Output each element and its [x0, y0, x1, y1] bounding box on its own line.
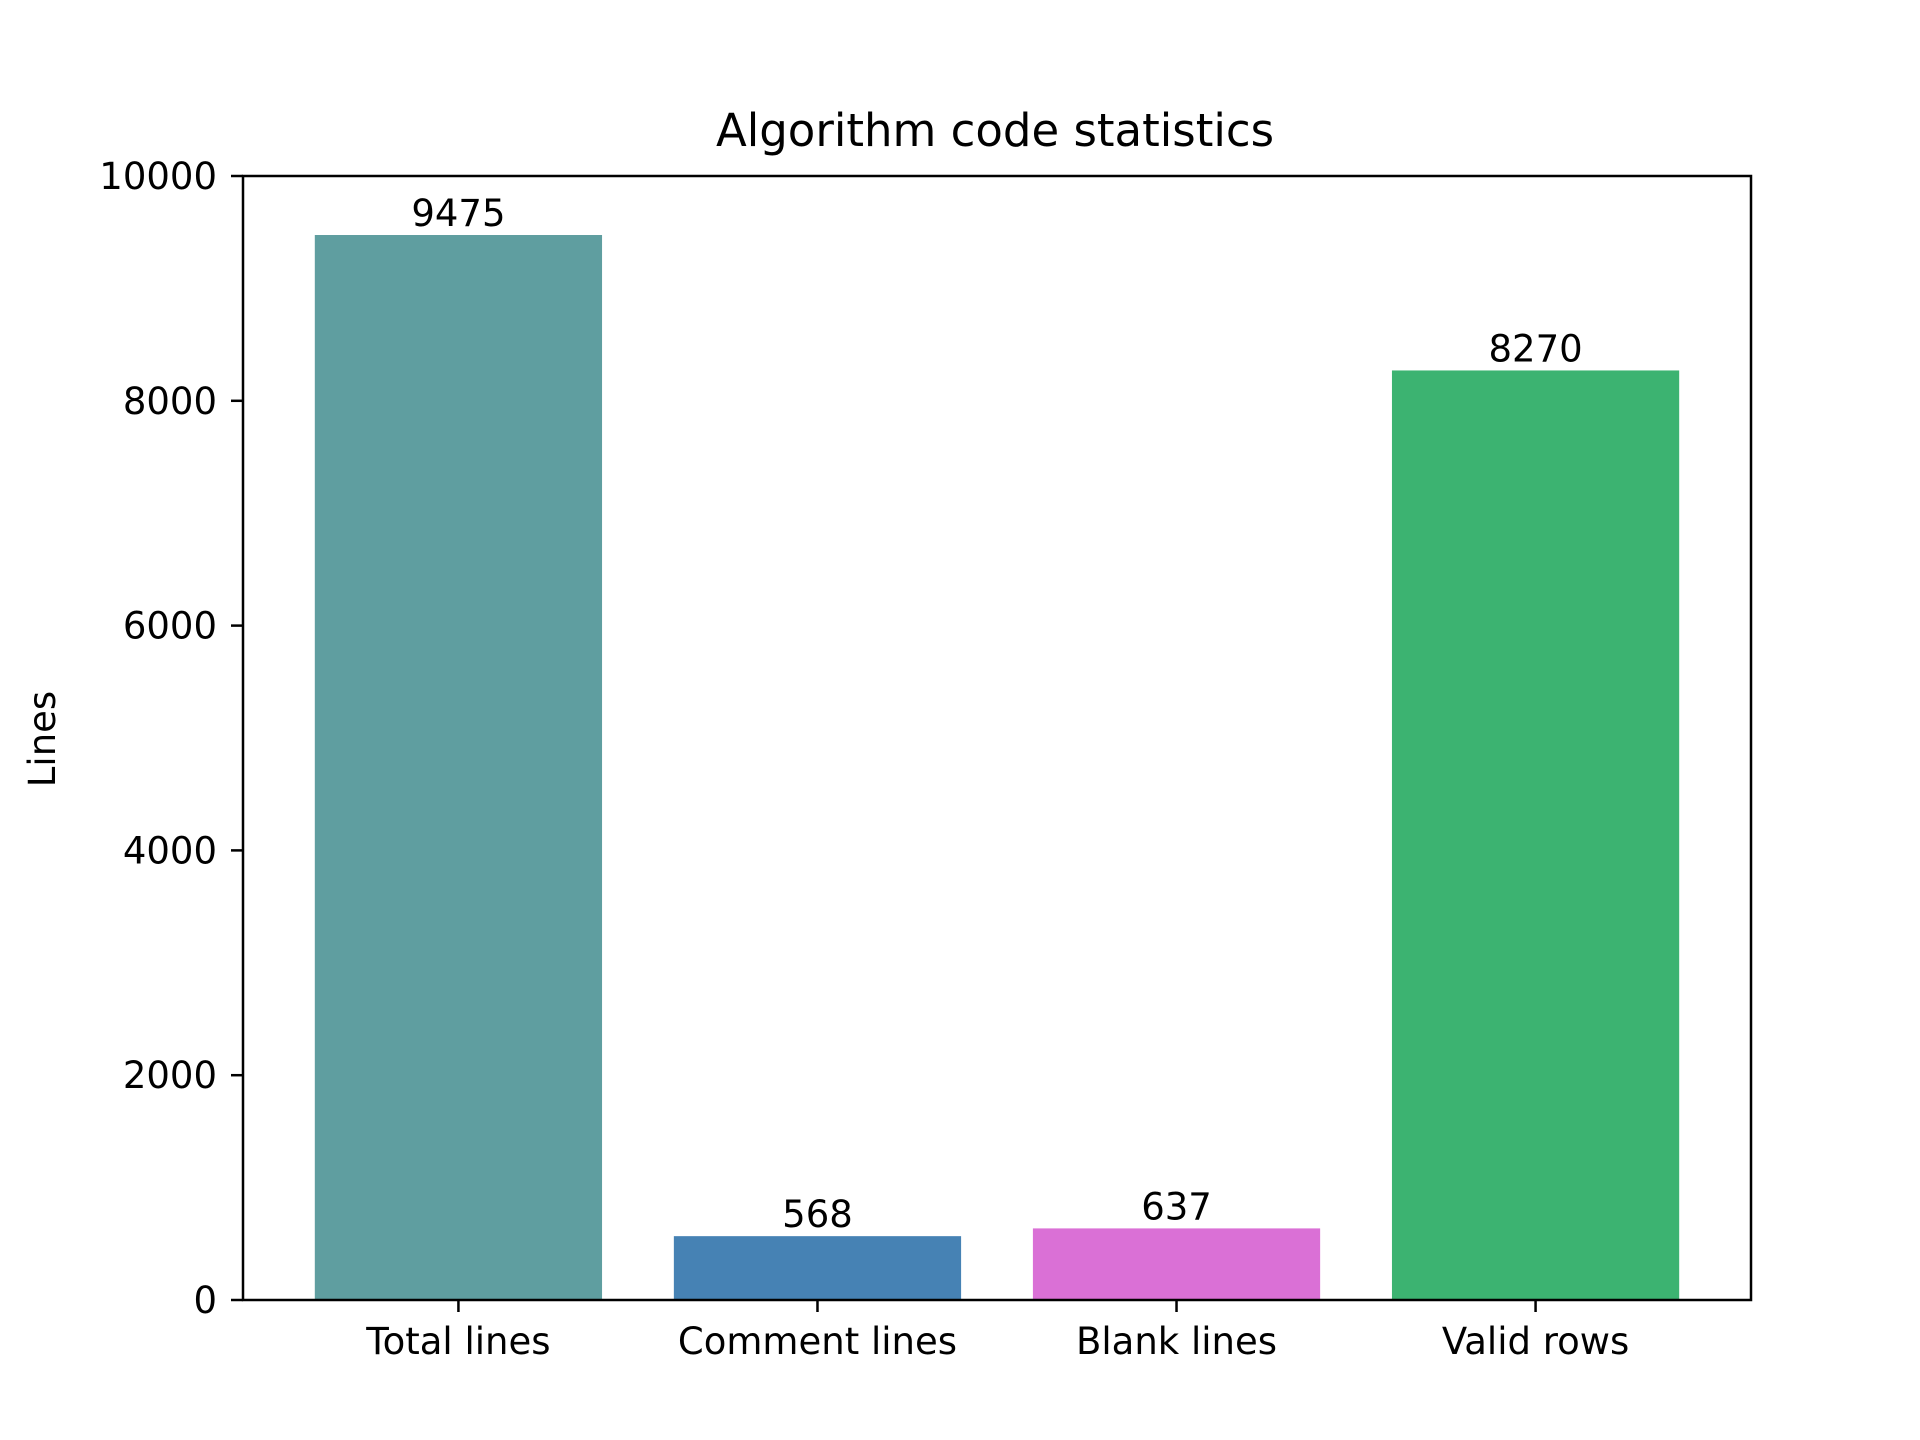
bar-blank-lines	[1032, 1228, 1321, 1300]
y-tick-label: 0	[193, 1279, 217, 1322]
chart-title: Algorithm code statistics	[716, 104, 1274, 157]
y-tick-label: 6000	[123, 605, 217, 648]
x-tick-label: Total lines	[365, 1320, 550, 1363]
x-tick-label: Blank lines	[1076, 1320, 1277, 1363]
plot-frame	[241, 174, 1753, 1302]
data-label: 637	[1141, 1185, 1212, 1228]
bar-valid-rows	[1391, 370, 1680, 1300]
y-tick-label: 4000	[123, 829, 217, 872]
x-tick-label: Valid rows	[1442, 1320, 1630, 1363]
bar-total-lines	[314, 235, 603, 1300]
x-axis: Total lines Comment lines Blank lines Valid…	[365, 1300, 1629, 1363]
bar-comment-lines	[673, 1236, 962, 1300]
bars-group: 9475 568 637 8270	[314, 192, 1680, 1300]
data-label: 568	[782, 1193, 853, 1236]
data-label: 8270	[1488, 327, 1582, 370]
y-axis-label: Lines	[21, 691, 64, 787]
y-tick-label: 8000	[123, 380, 217, 423]
y-tick-label: 2000	[123, 1054, 217, 1097]
data-label: 9475	[411, 192, 505, 235]
x-tick-label: Comment lines	[678, 1320, 957, 1363]
y-tick-label: 10000	[99, 155, 217, 198]
y-axis: 0 2000 4000 6000 8000 10000	[99, 155, 243, 1322]
